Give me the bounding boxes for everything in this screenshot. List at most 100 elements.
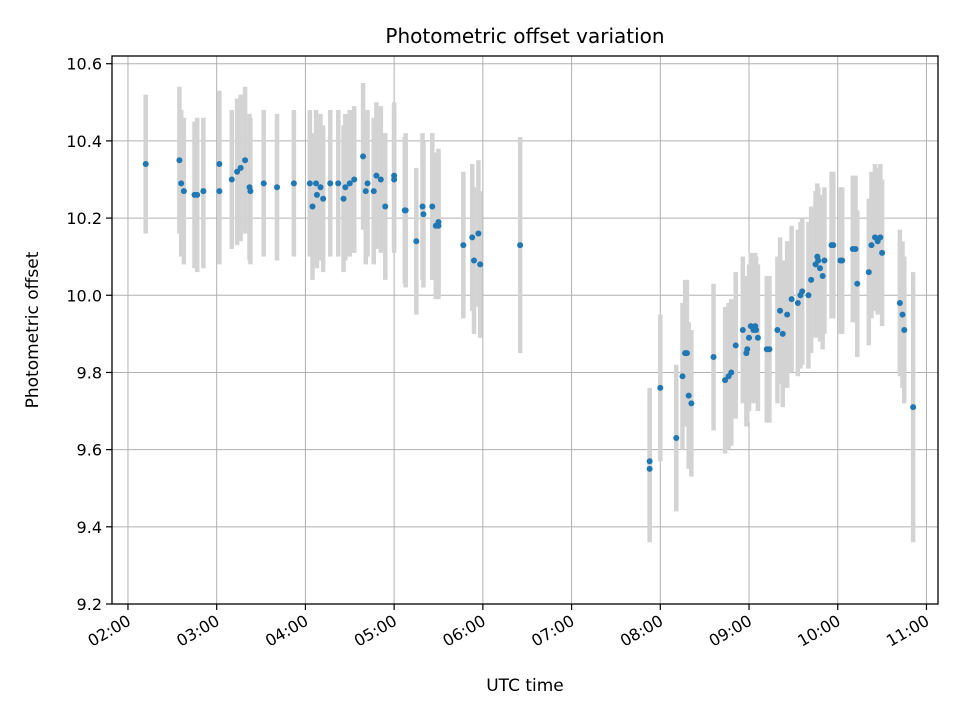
data-point xyxy=(739,327,746,333)
data-point xyxy=(306,180,313,187)
data-point xyxy=(901,327,908,333)
data-point xyxy=(216,188,223,195)
data-point xyxy=(290,180,297,187)
y-tick-label: 10.4 xyxy=(66,132,102,151)
data-point xyxy=(754,334,761,341)
x-tick-label: 11:00 xyxy=(883,611,932,651)
data-point xyxy=(317,184,324,191)
data-point xyxy=(753,327,760,333)
data-point xyxy=(194,191,201,198)
data-point xyxy=(710,354,717,361)
data-point xyxy=(200,188,207,195)
data-point xyxy=(819,272,826,279)
data-point xyxy=(766,346,773,353)
data-point xyxy=(178,180,185,187)
data-points xyxy=(142,153,917,472)
data-point xyxy=(327,180,334,187)
data-point xyxy=(899,311,906,318)
data-point xyxy=(247,188,254,195)
data-point xyxy=(877,234,884,241)
data-point xyxy=(685,392,692,399)
data-point xyxy=(402,207,409,214)
x-tick-label: 09:00 xyxy=(706,611,755,651)
data-point xyxy=(429,203,436,210)
data-point xyxy=(228,176,235,183)
data-point xyxy=(470,257,477,264)
data-point xyxy=(260,180,267,187)
data-point xyxy=(865,269,872,276)
data-point xyxy=(335,180,342,187)
data-point xyxy=(657,384,664,391)
data-point xyxy=(839,257,846,264)
x-tick-label: 06:00 xyxy=(439,611,488,651)
data-point xyxy=(910,404,917,411)
plot-frame xyxy=(111,55,939,605)
data-point xyxy=(879,249,886,256)
data-point xyxy=(362,188,369,195)
x-tick-label: 04:00 xyxy=(262,611,311,651)
data-point xyxy=(475,230,482,237)
data-point xyxy=(216,161,223,168)
y-tick-label: 10.6 xyxy=(66,55,102,74)
y-tick-label: 10.2 xyxy=(66,209,102,228)
y-tick-label: 9.4 xyxy=(77,518,102,537)
data-point xyxy=(340,195,347,202)
y-tick-label: 9.2 xyxy=(77,595,102,614)
data-point xyxy=(234,168,241,175)
data-point xyxy=(517,242,524,249)
data-point xyxy=(732,342,739,349)
x-tick-label: 03:00 xyxy=(173,611,222,651)
data-point xyxy=(815,257,822,264)
data-point xyxy=(142,161,149,168)
data-point xyxy=(370,188,377,195)
data-point xyxy=(469,234,476,241)
data-point xyxy=(794,299,801,306)
data-point xyxy=(373,172,380,179)
x-tick-label: 08:00 xyxy=(617,611,666,651)
data-point xyxy=(679,373,686,380)
data-point xyxy=(788,296,795,303)
y-tick-label: 9.8 xyxy=(77,363,102,382)
data-point xyxy=(460,242,467,249)
data-point xyxy=(364,180,371,187)
data-point xyxy=(673,435,680,442)
data-point xyxy=(817,265,823,272)
data-point xyxy=(821,257,828,264)
data-point xyxy=(360,153,367,160)
y-axis-label: Photometric offset xyxy=(23,251,43,408)
data-point xyxy=(830,242,837,249)
x-tick-label: 05:00 xyxy=(351,611,400,651)
chart-title: Photometric offset variation xyxy=(385,24,664,48)
data-point xyxy=(180,188,187,195)
data-point xyxy=(242,157,249,164)
x-tick-label: 02:00 xyxy=(85,611,134,651)
data-point xyxy=(477,261,484,268)
x-tick-label: 07:00 xyxy=(528,611,577,651)
data-point xyxy=(728,369,735,376)
data-point xyxy=(309,203,316,210)
data-point xyxy=(382,203,389,210)
data-point xyxy=(413,238,420,245)
data-point xyxy=(646,458,653,465)
x-axis-ticks: 02:00 03:00 04:00 05:00 06:00 07:00 08:00 09:00… xyxy=(85,604,932,651)
y-axis-ticks: 9.2 9.4 9.6 9.8 10.0 10.2 10.4 10.6 xyxy=(66,55,112,614)
data-point xyxy=(351,176,358,183)
data-point xyxy=(342,184,349,191)
data-point xyxy=(868,242,875,249)
data-point xyxy=(237,164,244,171)
data-point xyxy=(346,180,353,187)
data-point xyxy=(744,346,751,353)
y-tick-label: 10.0 xyxy=(66,286,102,305)
data-point xyxy=(176,157,183,164)
data-point xyxy=(777,307,784,314)
data-point xyxy=(646,465,653,472)
data-point xyxy=(274,184,281,191)
data-point xyxy=(774,327,781,333)
error-bars xyxy=(143,83,916,543)
data-point xyxy=(852,245,859,252)
data-point xyxy=(313,180,320,187)
data-point xyxy=(779,330,786,337)
data-point xyxy=(688,400,695,407)
data-point xyxy=(784,311,791,318)
data-point xyxy=(799,288,806,295)
